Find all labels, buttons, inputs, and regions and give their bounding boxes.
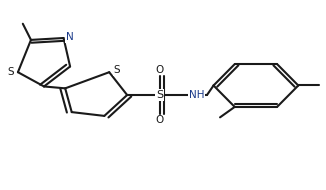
Text: O: O [156,65,164,75]
Text: S: S [156,90,163,100]
Text: S: S [7,67,14,77]
Text: N: N [66,32,73,42]
Text: NH: NH [188,90,204,100]
Text: S: S [113,65,120,75]
Text: O: O [156,115,164,125]
